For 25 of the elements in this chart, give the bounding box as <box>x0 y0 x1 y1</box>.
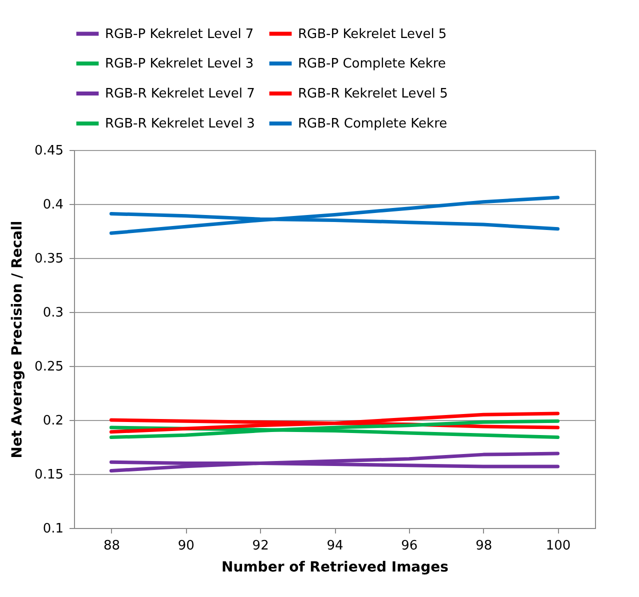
x-axis-title: Number of Retrieved Images <box>222 560 448 576</box>
y-axis-title: Net Average Precision / Recall <box>10 220 26 458</box>
x-tick-label: 92 <box>252 538 269 554</box>
x-tick-label: 100 <box>546 538 571 554</box>
legend-label: RGB-P Kekrelet Level 5 <box>298 26 447 42</box>
y-tick-label: 0.3 <box>42 306 64 320</box>
x-tick-label: 88 <box>103 538 120 554</box>
legend-label: RGB-R Kekrelet Level 5 <box>298 86 448 102</box>
y-tick-label: 0.15 <box>34 468 64 482</box>
x-tick-label: 96 <box>401 538 418 554</box>
legend-label: RGB-R Kekrelet Level 3 <box>105 116 255 132</box>
legend-label: RGB-R Kekrelet Level 7 <box>105 86 255 102</box>
legend-label: RGB-P Complete Kekre <box>298 56 446 72</box>
y-tick-label: 0.1 <box>42 522 64 536</box>
x-tick-label: 90 <box>178 538 194 554</box>
y-tick-label: 0.45 <box>34 144 64 158</box>
x-tick-label: 98 <box>476 538 492 554</box>
y-tick-label: 0.2 <box>42 414 64 428</box>
y-tick-label: 0.25 <box>34 360 64 374</box>
legend-label: RGB-P Kekrelet Level 7 <box>105 26 254 42</box>
legend-label: RGB-R Complete Kekre <box>298 116 448 132</box>
legend-label: RGB-P Kekrelet Level 3 <box>105 56 254 72</box>
y-tick-label: 0.35 <box>34 252 64 266</box>
y-tick-label: 0.4 <box>42 198 64 212</box>
x-tick-label: 94 <box>326 538 344 554</box>
